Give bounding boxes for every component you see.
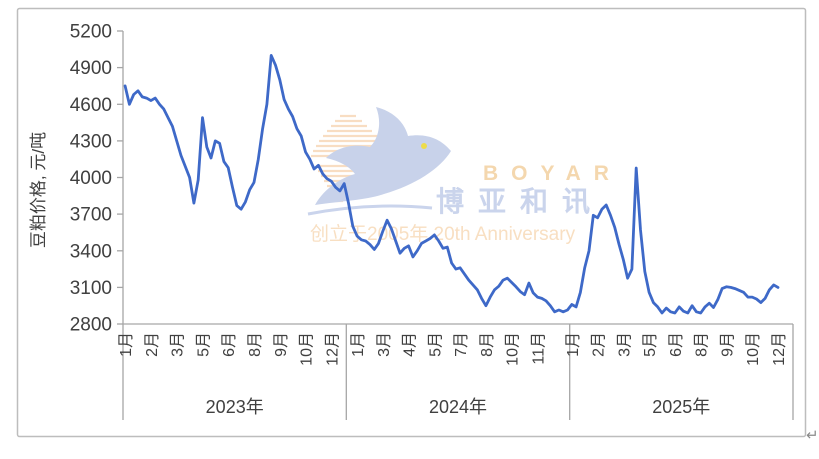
chart-frame [16,7,807,438]
month-label: 8月 [479,332,496,357]
month-label: 9月 [273,332,290,357]
paragraph-return-mark: ↵ [806,427,819,444]
bird-eye [421,143,427,149]
watermark-anniversary: 创立于2005年 20th Anniversary [310,223,576,245]
month-label: 10月 [505,332,522,366]
bird-underline-swoosh [307,204,433,216]
watermark-brand-en: BOYAR [483,162,622,185]
y-tick-label: 4300 [70,131,112,152]
month-label: 12月 [771,332,788,366]
y-tick-label: 4000 [70,168,112,189]
month-label: 2月 [144,332,161,357]
month-label: 8月 [694,332,711,357]
month-label: 4月 [402,332,419,357]
month-label: 1月 [350,332,367,357]
y-tick-label: 3700 [70,205,112,226]
watermark: BOYAR 博亚和讯 创立于2005年 20th Anniversary [307,107,622,245]
y-tick-label: 3400 [70,241,112,262]
y-tick-label: 2800 [70,315,112,336]
month-label: 3月 [616,332,633,357]
month-label: 7月 [453,332,470,357]
month-label: 10月 [299,332,316,366]
axes: 2800 3100 3400 3700 4000 4300 4600 4900 5200 1月 2月… [70,22,794,420]
month-label: 6月 [668,332,685,357]
month-label: 9月 [719,332,736,357]
y-tick-label: 4600 [70,95,112,116]
month-label: 3月 [376,332,393,357]
month-label: 1月 [565,332,582,357]
month-label: 1月 [118,332,135,357]
year-label: 2023年 [206,397,264,417]
price-line-series [123,54,780,315]
month-label: 5月 [642,332,659,357]
watermark-brand-cn: 博亚和讯 [436,186,604,217]
month-label: 5月 [196,332,213,357]
month-label: 2月 [591,332,608,357]
y-tick-label: 3100 [70,278,112,299]
bird-logo-icon [315,107,451,205]
year-label: 2024年 [429,397,487,417]
price-polyline [123,54,780,315]
month-label: 5月 [427,332,444,357]
y-tick-label: 5200 [70,22,112,43]
year-label: 2025年 [652,397,710,417]
month-label: 8月 [247,332,264,357]
month-label: 3月 [170,332,187,357]
month-label: 10月 [745,332,762,366]
month-label: 6月 [221,332,238,357]
y-tick-label: 4900 [70,58,112,79]
month-label: 12月 [324,332,341,366]
y-axis-title: 豆粕价格, 元/吨 [29,132,48,248]
month-label: 11月 [531,332,548,365]
